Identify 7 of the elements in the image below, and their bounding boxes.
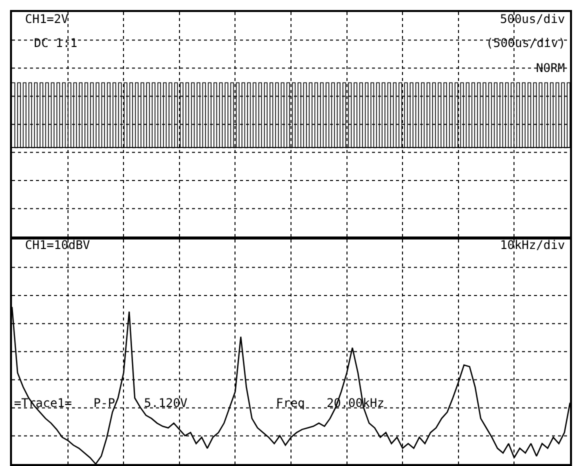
text: CH1=2V <box>25 12 68 26</box>
text: NORM <box>536 61 565 75</box>
text: DC 1:1 <box>34 36 78 50</box>
text: (500us/div) <box>486 36 566 50</box>
text: 10kHz/div <box>500 238 566 252</box>
text: 500us/div <box>500 12 566 26</box>
text: CH1=10dBV <box>25 238 90 252</box>
